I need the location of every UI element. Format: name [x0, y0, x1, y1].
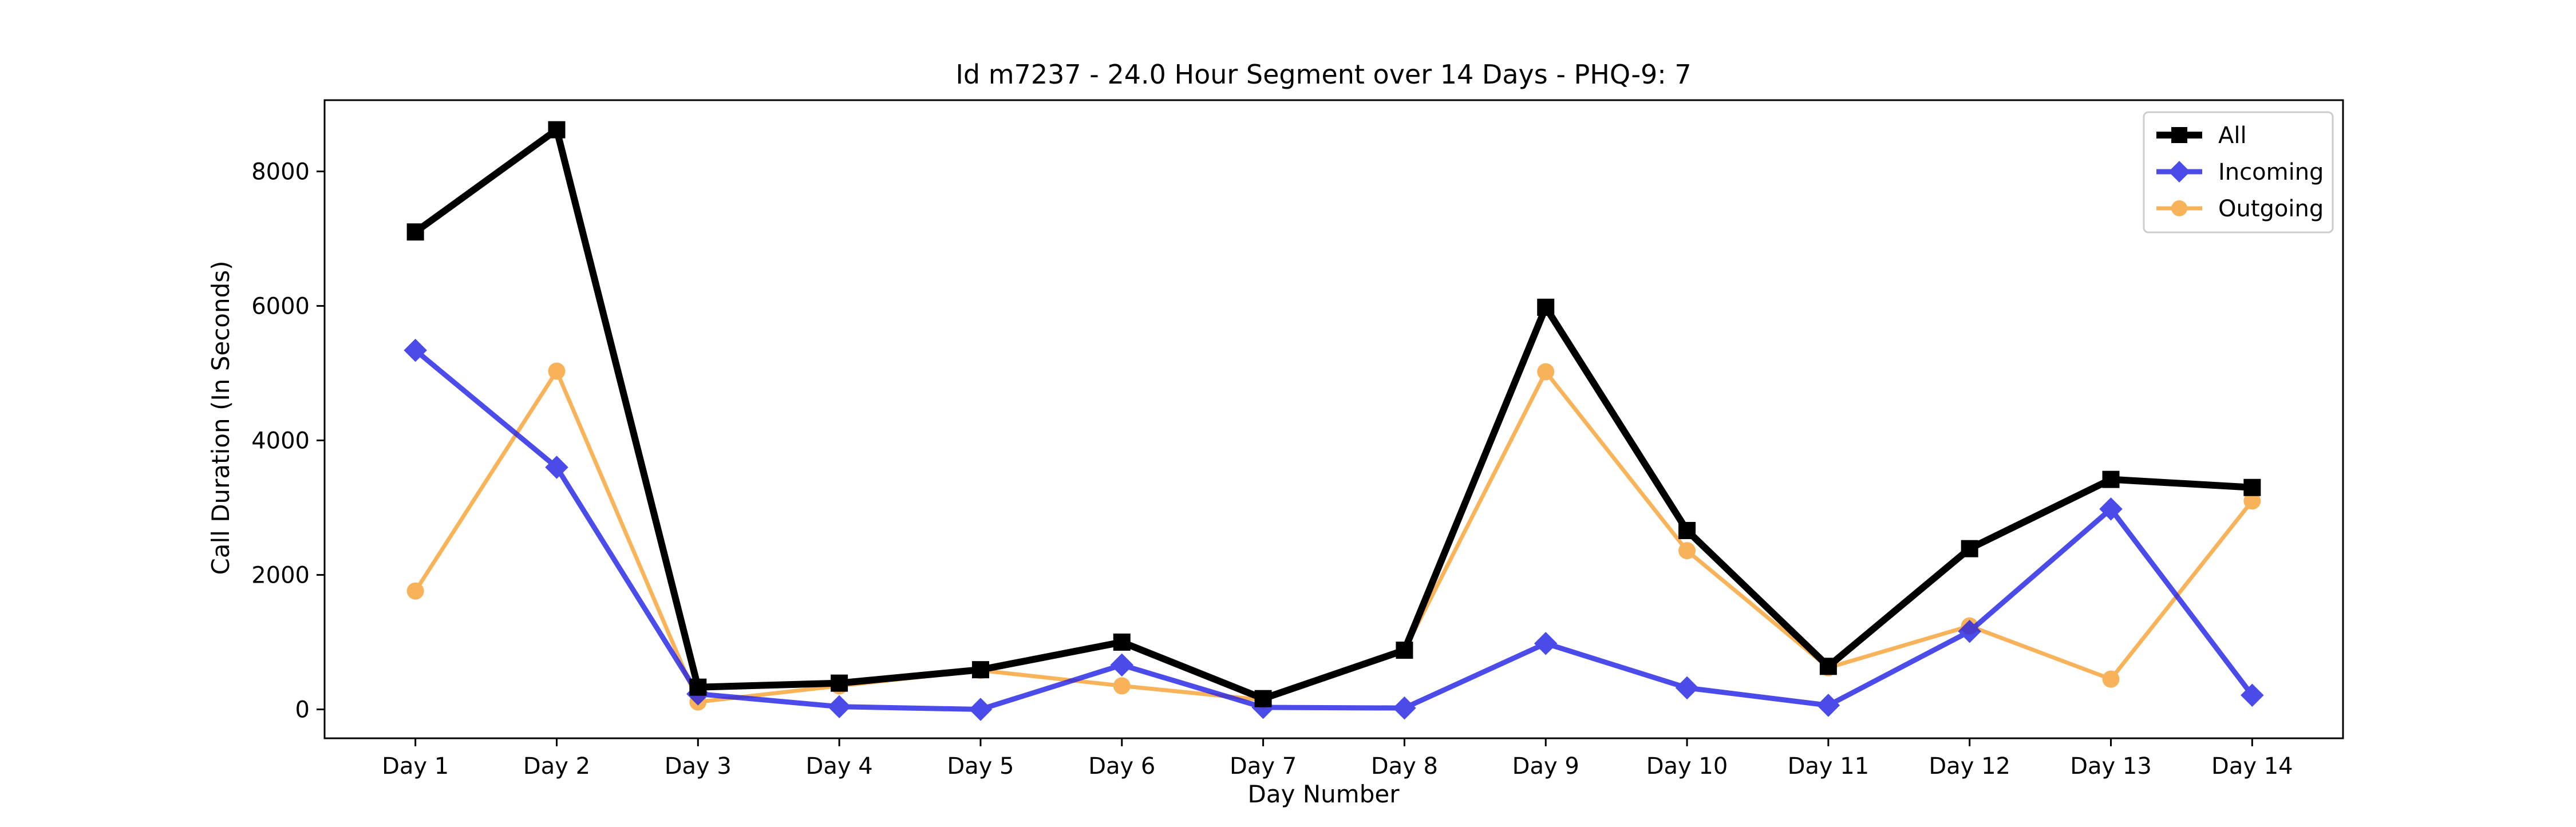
data-point-all [1537, 298, 1555, 316]
legend-item-outgoing [2156, 200, 2202, 216]
y-tick-label: 6000 [251, 294, 310, 320]
plot-area: 0 2000 4000 6000 8000 Day 1 Day 2 Day 3 Day 4 Day… [251, 99, 2344, 779]
x-tick-label: Day 11 [1788, 753, 1870, 779]
data-point-all [406, 223, 424, 241]
chart-title: Id m7237 - 24.0 Hour Segment over 14 Day… [955, 59, 1691, 90]
x-tick-label: Day 13 [2070, 753, 2152, 779]
data-point-all [2243, 478, 2261, 496]
data-point-all [831, 674, 848, 692]
y-tick-label: 2000 [251, 562, 310, 588]
x-tick-label: Day 5 [947, 753, 1014, 779]
legend-box [2143, 111, 2334, 234]
data-point-all [1819, 658, 1837, 675]
legend-marker-outgoing [2171, 200, 2187, 216]
x-tick-label: Day 9 [1512, 753, 1579, 779]
y-tick-label: 4000 [251, 428, 310, 454]
y-axis-label: Call Duration (In Seconds) [207, 260, 235, 575]
data-point-incoming [969, 698, 993, 721]
data-point-incoming [1675, 676, 1699, 700]
data-point-all [1678, 521, 1696, 539]
data-point-incoming [1534, 632, 1558, 655]
x-tick-label: Day 1 [382, 753, 449, 779]
data-point-outgoing [1537, 363, 1555, 381]
data-point-all [2102, 470, 2120, 488]
data-point-incoming [1816, 694, 1840, 717]
legend-label-incoming: Incoming [2218, 159, 2324, 185]
series-line-incoming [413, 347, 2255, 712]
series-line-all [412, 126, 2256, 702]
series-all [406, 121, 2261, 707]
data-point-outgoing [548, 362, 566, 380]
data-point-outgoing [2102, 670, 2120, 688]
x-tick-label: Day 3 [665, 753, 732, 779]
data-point-outgoing [1678, 542, 1696, 560]
x-tick-label: Day 14 [2211, 753, 2293, 779]
data-point-all [1113, 633, 1131, 651]
legend: All Incoming Outgoing [2143, 111, 2334, 234]
data-point-all [1961, 540, 1978, 557]
data-point-incoming [1958, 619, 1981, 643]
data-point-incoming [2099, 497, 2123, 521]
data-point-incoming [1110, 653, 1134, 677]
data-point-outgoing [406, 582, 424, 600]
data-point-all [548, 121, 566, 139]
legend-item-all [2156, 127, 2202, 143]
y-tick-label: 8000 [251, 159, 310, 185]
legend-marker-all [2171, 127, 2187, 143]
x-tick-label: Day 2 [523, 753, 590, 779]
x-tick-label: Day 6 [1088, 753, 1155, 779]
legend-label-outgoing: Outgoing [2218, 196, 2324, 222]
data-point-all [689, 678, 707, 696]
x-tick-label: Day 7 [1230, 753, 1297, 779]
data-point-incoming [2241, 683, 2264, 707]
plot-frame [323, 99, 2344, 739]
x-tick-label: Day 8 [1371, 753, 1438, 779]
legend-label-all: All [2218, 122, 2247, 149]
x-tick-label: Day 12 [1929, 753, 2010, 779]
x-tick-label: Day 10 [1646, 753, 1728, 779]
data-point-outgoing [1113, 677, 1131, 695]
legend-marker-incoming [2168, 161, 2190, 183]
x-axis-label: Day Number [1247, 780, 1400, 808]
x-tick-label: Day 4 [806, 753, 873, 779]
data-point-incoming [827, 695, 851, 719]
data-point-incoming [1393, 696, 1416, 720]
data-point-incoming [545, 456, 568, 479]
data-point-all [971, 661, 989, 679]
data-point-all [1396, 642, 1413, 659]
data-point-incoming [404, 338, 427, 362]
y-tick-label: 0 [295, 697, 310, 723]
legend-item-incoming [2156, 161, 2202, 183]
data-point-all [1254, 690, 1272, 707]
data-point-outgoing [2243, 492, 2261, 510]
